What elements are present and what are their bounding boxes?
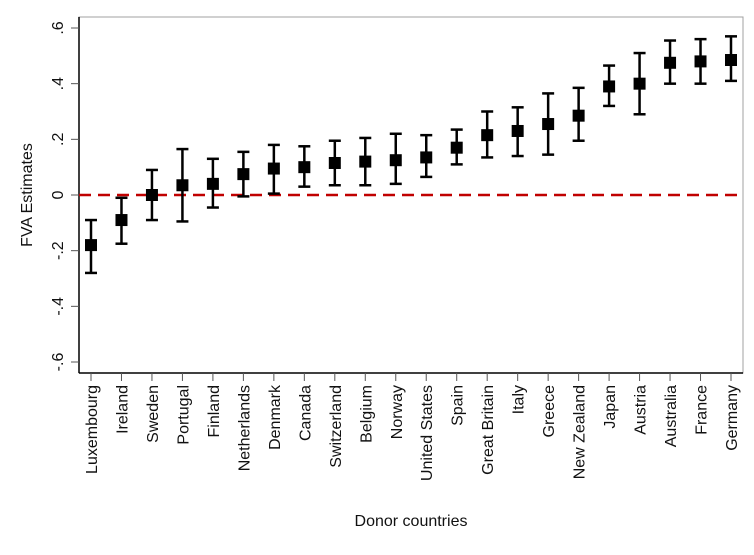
- x-axis-title: Donor countries: [355, 513, 468, 530]
- point-marker: [511, 124, 524, 137]
- y-tick-label: -.4: [50, 297, 67, 316]
- x-tick-label: New Zealand: [572, 385, 589, 479]
- x-tick-label: Greece: [541, 385, 558, 438]
- point-marker: [85, 239, 97, 252]
- point-marker: [725, 54, 737, 67]
- x-tick-label: Norway: [389, 385, 406, 439]
- point-marker: [176, 179, 189, 192]
- data-point-japan: [603, 64, 616, 108]
- data-point-greece: [542, 92, 555, 156]
- data-point-netherlands: [237, 150, 250, 198]
- x-tick-label: Sweden: [145, 385, 162, 443]
- point-marker: [328, 156, 341, 169]
- point-marker: [267, 162, 280, 175]
- data-point-sweden: [145, 168, 158, 222]
- x-tick-label: Canada: [297, 385, 314, 441]
- point-marker: [664, 56, 677, 69]
- x-tick-label: Great Britain: [480, 385, 497, 475]
- y-axis-ticks: -.6 -.4 -.2 0 .2 .4 .6: [50, 21, 79, 371]
- data-point-germany: [725, 35, 737, 83]
- x-axis-ticks: Luxembourg Ireland Sweden Portugal Finland Ne…: [84, 373, 741, 481]
- point-marker: [694, 55, 707, 68]
- x-tick-label: Australia: [663, 385, 680, 447]
- x-tick-label: Denmark: [267, 384, 284, 450]
- point-marker: [450, 141, 463, 154]
- x-tick-label: Portugal: [175, 385, 192, 445]
- data-points: [85, 35, 737, 275]
- x-tick-label: United States: [419, 385, 436, 481]
- data-point-portugal: [176, 147, 189, 223]
- data-point-great-britain: [481, 110, 494, 159]
- y-tick-label: .6: [50, 21, 67, 34]
- point-marker: [481, 129, 494, 142]
- data-point-finland: [206, 157, 219, 209]
- data-point-spain: [450, 128, 463, 166]
- x-tick-label: Luxembourg: [84, 385, 101, 474]
- data-point-new-zealand: [572, 86, 585, 142]
- x-tick-label: Spain: [450, 385, 467, 426]
- data-point-denmark: [267, 143, 280, 195]
- x-tick-label: Italy: [511, 385, 528, 414]
- point-marker: [603, 80, 616, 93]
- data-point-austria: [633, 51, 646, 116]
- point-marker: [542, 118, 555, 131]
- data-point-switzerland: [328, 139, 341, 187]
- point-marker: [633, 77, 646, 90]
- data-point-australia: [664, 39, 677, 85]
- y-tick-label: -.2: [50, 241, 67, 260]
- x-tick-label: Switzerland: [328, 385, 345, 468]
- point-marker: [206, 177, 219, 190]
- x-tick-label: Netherlands: [236, 385, 253, 471]
- point-marker: [237, 168, 250, 181]
- x-tick-label: Finland: [206, 385, 223, 437]
- data-point-ireland: [115, 196, 128, 245]
- y-axis-title: FVA Estimates: [19, 143, 36, 247]
- data-point-france: [694, 37, 707, 85]
- x-tick-label: Austria: [633, 385, 650, 435]
- data-point-united-states: [420, 133, 433, 179]
- y-tick-label: .4: [50, 77, 67, 90]
- data-point-canada: [298, 145, 311, 188]
- y-tick-label: 0: [50, 190, 67, 199]
- x-tick-label: France: [694, 385, 711, 435]
- point-marker: [420, 151, 433, 164]
- y-tick-label: .2: [50, 133, 67, 146]
- data-point-belgium: [359, 136, 372, 187]
- point-marker: [298, 161, 311, 174]
- point-marker: [115, 214, 128, 227]
- point-marker: [389, 154, 402, 167]
- x-tick-label: Germany: [724, 385, 741, 451]
- point-marker: [359, 155, 372, 168]
- x-tick-label: Belgium: [358, 385, 375, 443]
- data-point-norway: [389, 132, 402, 186]
- data-point-luxembourg: [85, 218, 97, 275]
- point-marker: [572, 109, 585, 122]
- data-point-italy: [511, 106, 524, 158]
- point-marker: [145, 189, 158, 201]
- y-tick-label: -.6: [50, 353, 67, 372]
- x-tick-label: Japan: [602, 385, 619, 429]
- x-tick-label: Ireland: [114, 385, 131, 434]
